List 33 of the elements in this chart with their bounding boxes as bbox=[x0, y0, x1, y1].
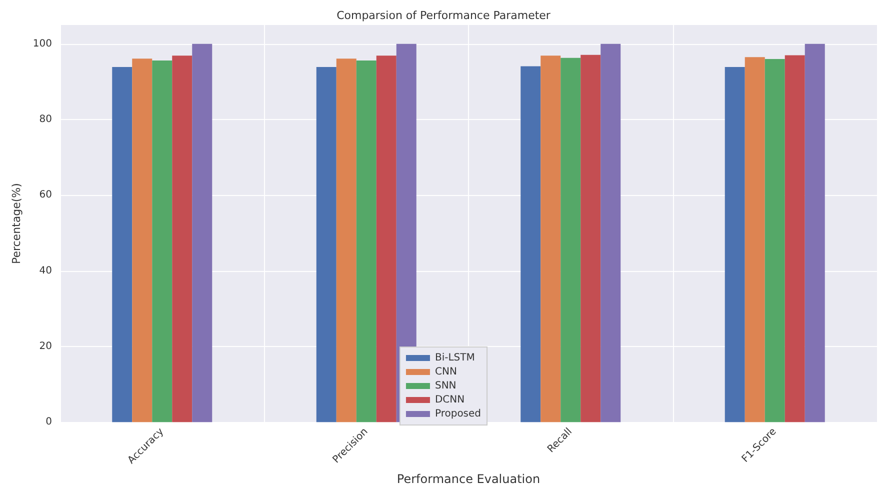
bar bbox=[316, 66, 336, 422]
bar bbox=[520, 66, 541, 422]
bar bbox=[356, 60, 376, 422]
bar bbox=[560, 58, 581, 422]
bar bbox=[192, 44, 212, 422]
bar bbox=[132, 58, 152, 422]
y-tick-label: 80 bbox=[39, 114, 52, 126]
bar bbox=[152, 60, 172, 422]
bar bbox=[784, 55, 805, 422]
bar bbox=[600, 44, 621, 422]
bar bbox=[764, 59, 785, 422]
legend-label: Bi-LSTM bbox=[434, 352, 475, 364]
bar bbox=[336, 58, 356, 422]
bar bbox=[724, 66, 745, 422]
y-tick-label: 0 bbox=[46, 416, 52, 428]
legend-label: CNN bbox=[434, 366, 457, 378]
bar bbox=[112, 66, 132, 422]
bar bbox=[376, 56, 396, 422]
x-axis-title: Performance Evaluation bbox=[396, 472, 540, 486]
legend-label: SNN bbox=[434, 380, 456, 392]
y-tick-label: 20 bbox=[39, 341, 52, 352]
bar bbox=[804, 44, 825, 422]
y-tick-label: 100 bbox=[32, 38, 52, 50]
bar bbox=[172, 56, 192, 422]
y-axis-title: Percentage(%) bbox=[10, 183, 23, 264]
legend-label: Proposed bbox=[434, 408, 482, 420]
bar bbox=[580, 54, 601, 422]
bar bbox=[744, 57, 765, 422]
y-tick-label: 40 bbox=[39, 265, 52, 276]
chart-title: Comparsion of Performance Parameter bbox=[336, 9, 551, 22]
bar bbox=[540, 56, 561, 422]
y-tick-label: 60 bbox=[39, 190, 52, 201]
legend-label: DCNN bbox=[434, 394, 465, 406]
